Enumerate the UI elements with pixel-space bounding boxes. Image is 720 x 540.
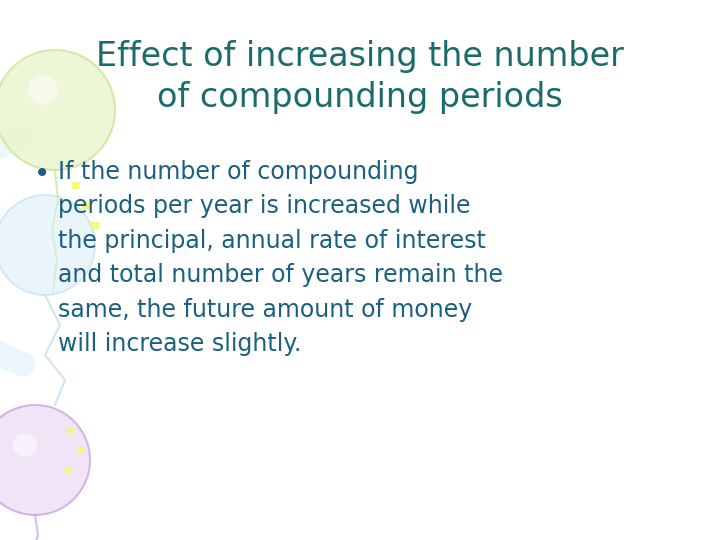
Text: Effect of increasing the number
of compounding periods: Effect of increasing the number of compo… <box>96 40 624 114</box>
Circle shape <box>0 50 115 170</box>
Text: If the number of compounding
periods per year is increased while
the principal, : If the number of compounding periods per… <box>58 160 503 356</box>
Text: •: • <box>34 160 50 188</box>
Circle shape <box>0 405 90 515</box>
Circle shape <box>0 195 95 295</box>
Circle shape <box>13 433 37 457</box>
Circle shape <box>28 75 58 105</box>
